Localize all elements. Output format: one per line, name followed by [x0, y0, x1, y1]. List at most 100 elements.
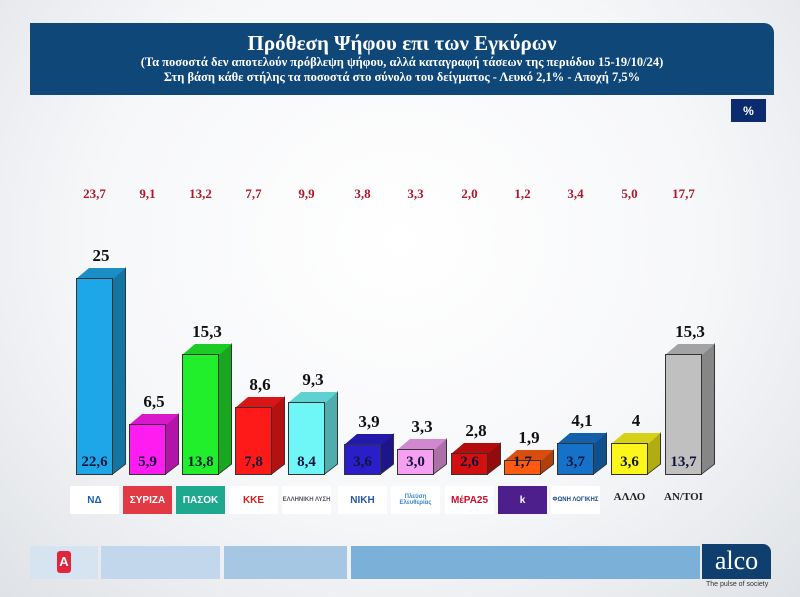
- bar-total-sample-label: 8,4: [297, 454, 316, 470]
- previous-value-label: 13,2: [189, 186, 212, 201]
- bar-total-sample-label: 7,8: [244, 454, 263, 470]
- chart-subtitle-2: Στη βάση κάθε στήλης τα ποσοστά στο σύνο…: [163, 70, 641, 84]
- bar-top-face: [182, 344, 232, 355]
- unit-badge: %: [731, 99, 766, 122]
- bar: 1,9 1,7: [504, 428, 554, 475]
- bar: 8,6 7,8: [235, 375, 285, 475]
- bar-front-face: [129, 424, 166, 475]
- bar-total-sample-label: 5,9: [138, 454, 157, 470]
- bar-front-face: [344, 444, 381, 475]
- footer-band-2: [224, 546, 347, 579]
- previous-value-label: 3,4: [567, 186, 584, 201]
- party-logo-icon: ΠΑΣΟΚ: [176, 486, 225, 514]
- bar-value-label: 3,9: [358, 412, 380, 431]
- bar: 15,3 13,8: [182, 322, 232, 475]
- previous-value-label: 1,2: [514, 186, 531, 201]
- bar-value-label: 15,3: [675, 322, 705, 341]
- channel-logo-icon: A: [57, 551, 71, 573]
- chart-header: Πρόθεση Ψήφου επι των Εγκύρων (Τα ποσοστ…: [30, 23, 774, 95]
- bar-top-face: [129, 414, 179, 425]
- bar-front-face: [235, 407, 272, 475]
- bar: 25 22,6: [76, 246, 126, 475]
- bar-side-face: [324, 391, 338, 475]
- bar-front-face: [504, 460, 541, 475]
- bar-top-face: [611, 433, 661, 444]
- bar-front-face: [76, 278, 113, 475]
- party-logo-icon: k: [498, 486, 547, 514]
- category-label: ΑΛΛΟ: [613, 491, 646, 503]
- party-logo-icon: ΦΩΝΗ ΛΟΓΙΚΗΣ: [551, 486, 600, 514]
- previous-value-label: 9,1: [139, 186, 156, 201]
- bar: 15,3 13,7: [665, 322, 715, 475]
- bar: 6,5 5,9: [129, 392, 179, 475]
- bar: 4,1 3,7: [557, 411, 607, 475]
- alco-logo: alco: [702, 544, 771, 579]
- bar-value-label: 4,1: [571, 411, 593, 430]
- bar-top-face: [451, 443, 501, 454]
- bar-side-face: [218, 343, 232, 475]
- party-logo-icon: ΝΙΚΗ: [338, 486, 387, 514]
- party-logo-icon: ΜέΡΑ25: [445, 486, 494, 514]
- bar-front-face: [182, 354, 219, 475]
- bar-value-label: 2,8: [465, 421, 487, 440]
- previous-value-label: 3,8: [354, 186, 371, 201]
- previous-value-label: 5,0: [621, 186, 638, 201]
- bar-total-sample-label: 3,7: [566, 454, 585, 470]
- party-logo-icon: Πλεύση Ελευθερίας: [391, 486, 440, 514]
- bar-top-face: [665, 344, 715, 355]
- previous-value-label: 9,9: [298, 186, 315, 201]
- bar-front-face: [611, 443, 648, 475]
- bar-value-label: 9,3: [302, 370, 324, 389]
- party-logo-icon: ΝΔ: [70, 486, 119, 514]
- bar-side-face: [271, 396, 285, 475]
- bar-front-face: [397, 449, 434, 475]
- footer-band-3: [351, 546, 700, 579]
- bar-total-sample-label: 13,8: [187, 454, 214, 470]
- chart-title: Πρόθεση Ψήφου επι των Εγκύρων: [247, 31, 557, 55]
- bar-value-label: 15,3: [192, 322, 222, 341]
- bar: 9,3 8,4: [288, 370, 338, 475]
- category-label: ΑΝ/ΤΟΙ: [664, 491, 703, 503]
- bar-total-sample-label: 2,6: [460, 454, 479, 470]
- bar-top-face: [397, 439, 447, 450]
- bar-total-sample-label: 1,7: [513, 454, 532, 470]
- chart-subtitle-1: (Τα ποσοστά δεν αποτελούν πρόβλεψη ψήφου…: [140, 55, 664, 69]
- bar-front-face: [288, 402, 325, 475]
- previous-value-label: 23,7: [83, 186, 106, 201]
- bar-total-sample-label: 3,6: [353, 454, 372, 470]
- footer-channel-panel: A: [30, 546, 98, 579]
- bar-total-sample-label: 22,6: [81, 454, 108, 470]
- bar-value-label: 6,5: [143, 392, 165, 411]
- bar-value-label: 1,9: [518, 428, 540, 447]
- bar-total-sample-label: 3,0: [406, 454, 425, 470]
- footer-band-1: [101, 546, 220, 579]
- previous-value-label: 17,7: [672, 186, 695, 201]
- bar: 4 3,6: [611, 411, 661, 475]
- bar-value-label: 4: [631, 411, 641, 430]
- bar-top-face: [288, 392, 338, 403]
- bar-top-face: [76, 268, 126, 279]
- party-logo-icon: ΕΛΛΗΝΙΚΗ ΛΥΣΗ: [282, 486, 331, 514]
- bar-top-face: [557, 433, 607, 444]
- bar-front-face: [665, 354, 702, 475]
- alco-tagline: The pulse of society: [706, 581, 769, 588]
- bar-top-face: [344, 434, 394, 445]
- bar: 2,8 2,6: [451, 421, 501, 475]
- party-logo-icon: ΣΥΡΙΖΑ: [123, 486, 172, 514]
- bar: 3,9 3,6: [344, 412, 394, 475]
- bar-value-label: 8,6: [249, 375, 271, 394]
- bar-top-face: [235, 397, 285, 408]
- bar-side-face: [112, 267, 126, 475]
- bar-front-face: [557, 443, 594, 475]
- previous-value-label: 7,7: [245, 186, 262, 201]
- previous-value-label: 3,3: [407, 186, 424, 201]
- bar-total-sample-label: 13,7: [670, 454, 697, 470]
- bar-top-face: [504, 450, 554, 461]
- bar-total-sample-label: 3,6: [620, 454, 639, 470]
- bar: 3,3 3,0: [397, 417, 447, 475]
- previous-value-label: 2,0: [461, 186, 478, 201]
- bar-value-label: 25: [92, 246, 110, 265]
- bar-side-face: [701, 343, 715, 475]
- bar-front-face: [451, 453, 488, 475]
- party-logo-icon: ΚΚΕ: [229, 486, 278, 514]
